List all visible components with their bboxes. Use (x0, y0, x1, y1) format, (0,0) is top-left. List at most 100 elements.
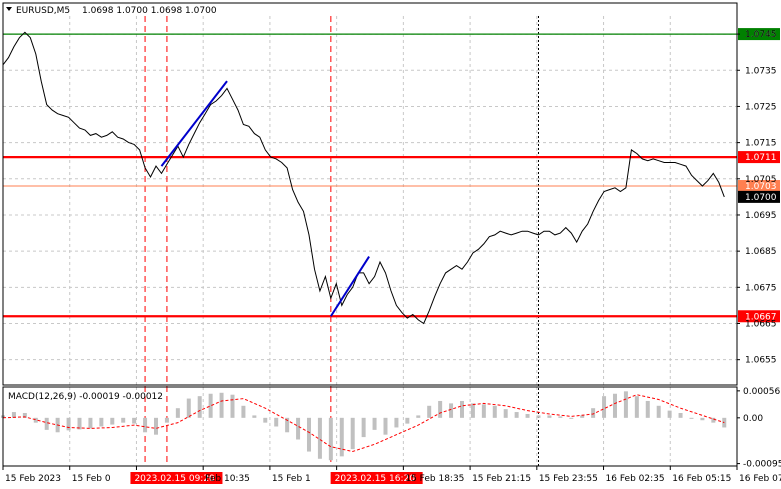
macd-histogram-bar (667, 410, 672, 418)
time-tick-label: 16 Feb 07:55 (739, 474, 781, 484)
macd-histogram-bar (394, 417, 399, 428)
time-tick-label: 15 Feb 18:35 (405, 474, 464, 484)
macd-histogram-bar (219, 392, 224, 418)
macd-histogram-bar (547, 415, 552, 418)
macd-histogram-bar (689, 417, 694, 419)
macd-histogram-bar (361, 417, 366, 438)
macd-axis: 0.00056 0.00 -0.00095 (737, 387, 781, 470)
macd-histogram-bar (503, 409, 508, 418)
price-axis: 1.0745 1.0735 1.0725 1.0715 1.0705 1.0695 1.06… (737, 30, 777, 366)
price-tick-label: 1.0725 (745, 102, 777, 112)
macd-histogram-bar (459, 400, 464, 418)
macd-histogram-bar (602, 396, 607, 418)
macd-histogram-bar (208, 393, 213, 418)
macd-histogram-bar (580, 415, 585, 418)
price-tick-label: 1.0665 (745, 320, 777, 330)
macd-histogram-bar (186, 398, 191, 418)
macd-histogram-bar (66, 417, 71, 431)
macd-histogram-bar (274, 417, 279, 427)
macd-histogram-bar (492, 405, 497, 418)
price-tick-label: 1.0715 (745, 139, 777, 149)
macd-histogram-bar (317, 417, 322, 459)
macd-histogram-bar (153, 417, 158, 435)
macd-histogram-bar (44, 417, 49, 430)
time-tick-label: 15 Feb 23:55 (539, 474, 598, 484)
time-tick-label: 2023.02.15 09:20 (134, 474, 215, 484)
macd-histogram-bar (350, 417, 355, 450)
trendline (330, 256, 370, 317)
macd-histogram-bar (645, 400, 650, 418)
price-line (2, 31, 725, 325)
macd-histogram-bar (33, 417, 38, 423)
macd-histogram-bar (438, 400, 443, 418)
time-tick-label: 16 Feb 05:15 (672, 474, 731, 484)
macd-panel-border (2, 386, 738, 467)
macd-histogram-bar (678, 413, 683, 418)
price-series (2, 31, 725, 325)
time-tick-label: Feb 10:35 (205, 474, 250, 484)
macd-histogram-bar (99, 417, 104, 427)
macd-histogram-bar (132, 417, 137, 424)
macd-histogram-bar (612, 393, 617, 418)
price-tick-label: 1.0705 (745, 175, 777, 185)
macd-histogram-bar (143, 417, 148, 433)
current-price-tag (738, 190, 780, 203)
time-tick-label: 15 Feb 1 (272, 474, 311, 484)
macd-histogram-bar (22, 413, 27, 418)
macd-signal-line (2, 394, 725, 453)
macd-histogram-bar (339, 417, 344, 457)
macd-histogram-bar (285, 417, 290, 433)
macd-histogram-bar (558, 416, 563, 418)
macd-histogram-bar (569, 417, 574, 419)
macd-histogram-bar (175, 408, 180, 418)
chart-header: EURUSD,M5 1.0698 1.0700 1.0698 1.0700 (6, 6, 217, 16)
price-level-label: 1.0667 (745, 312, 777, 322)
macd-histogram-bar (711, 417, 716, 423)
price-level-tag (738, 180, 780, 193)
macd-histogram-bar (656, 405, 661, 418)
macd-histogram-bar (121, 417, 126, 423)
macd-histogram-bar (164, 417, 169, 423)
price-level-tag (738, 151, 780, 164)
macd-histogram-bar (405, 417, 410, 424)
macd-histogram-bar (77, 417, 82, 430)
macd-histogram-bar (252, 415, 257, 418)
time-marker-tag (130, 472, 223, 484)
macd-tick-label: 0.00056 (743, 387, 780, 397)
macd-histogram-bar (328, 417, 333, 461)
macd-histogram-bar (263, 417, 268, 423)
time-tick-label: 16 Feb 02:35 (606, 474, 665, 484)
price-level-tag (738, 310, 780, 323)
time-marker-tag (330, 472, 423, 484)
vertical-markers (144, 16, 539, 466)
macd-tick-label: 0.00 (743, 414, 763, 424)
macd-histogram-bar (634, 396, 639, 418)
time-tick-label: 15 Feb 21:15 (472, 474, 531, 484)
price-tick-label: 1.0685 (745, 247, 777, 257)
macd-histogram-bar (470, 403, 475, 418)
macd-histogram-bar (296, 417, 301, 440)
macd-tick-label: -0.00095 (743, 460, 781, 470)
macd-histogram-bar (88, 417, 93, 429)
macd-histogram-bar (230, 394, 235, 418)
macd-histogram-bar (110, 417, 115, 425)
macd-histogram-bar (372, 417, 377, 430)
price-tick-label: 1.0695 (745, 211, 777, 221)
price-tick-label: 1.0675 (745, 283, 777, 293)
price-tick-label: 1.0745 (745, 30, 777, 40)
symbol-label: EURUSD,M5 (16, 6, 70, 16)
price-panel-border (2, 2, 738, 386)
macd-histogram-bar (416, 415, 421, 418)
macd-histogram-bar (427, 405, 432, 418)
macd-histogram-bar (197, 396, 202, 418)
macd-histogram-bar (481, 404, 486, 418)
price-tick-label: 1.0655 (745, 356, 777, 366)
current-price-label: 1.0700 (745, 193, 777, 203)
macd-histogram-bar (525, 413, 530, 418)
dropdown-triangle-icon[interactable] (6, 7, 12, 11)
price-level-label: 1.0711 (745, 153, 777, 163)
time-tick-label: 15 Feb 2023 (5, 474, 61, 484)
price-level-label: 1.0703 (745, 182, 777, 192)
